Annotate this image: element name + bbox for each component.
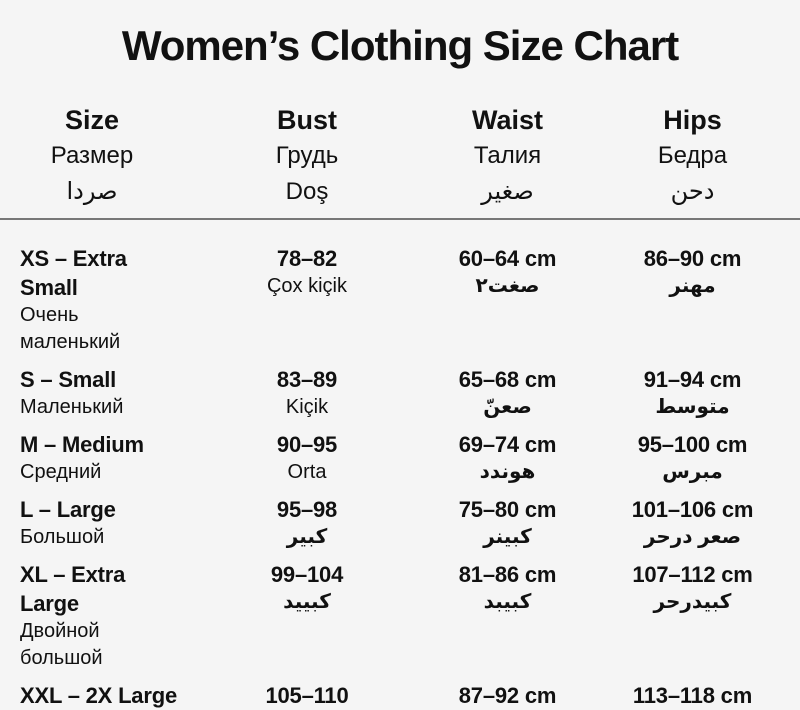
hips-sub: صعر درحر [643, 526, 742, 549]
header-bust-en: Bust [277, 105, 337, 136]
header-size-en: Size [64, 105, 120, 136]
size-cell: L – Large Большой [0, 495, 184, 551]
bust-sub: كبييد [283, 591, 331, 614]
size-cell: S – Small Маленький [0, 365, 184, 421]
table-row-l: L – Large Большой 95–98 كبير 75–80 cm كب… [0, 495, 800, 551]
waist-value: 60–64 cm [458, 246, 557, 272]
size-label: M – Medium [20, 432, 144, 458]
waist-value: 75–80 cm [458, 497, 557, 523]
hips-cell: 95–100 cm مبرس [585, 430, 800, 486]
header-waist-ru: Талия [473, 142, 542, 170]
bust-sub: كبير [286, 526, 328, 549]
waist-sub: كبينر [483, 526, 532, 549]
header-waist-en: Waist [471, 105, 543, 136]
hips-sub: كبيدرحر [653, 591, 732, 614]
bust-cell: 99–104 كبييد [184, 560, 430, 672]
size-label-ru: Двойной большой [20, 620, 103, 670]
table-row-s: S – Small Маленький 83–89 Kiçik 65–68 cm… [0, 365, 800, 421]
table-row-xxl: XXL – 2X Large 105–110 87–92 cm 113–118 … [0, 681, 800, 710]
waist-sub: هوندد [479, 461, 536, 484]
waist-cell: 60–64 cm صغت٢ [430, 244, 585, 356]
table-row-m: M – Medium Средний 90–95 Orta 69–74 cm ه… [0, 430, 800, 486]
bust-cell: 95–98 كبير [184, 495, 430, 551]
table-row-xs: XS – Extra Small Очень маленький 78–82 Ç… [0, 244, 800, 356]
header-col-bust: Bust Грудь Doş [184, 102, 430, 210]
waist-cell: 69–74 cm هوندد [430, 430, 585, 486]
waist-value: 87–92 cm [458, 683, 557, 709]
bust-value: 78–82 [276, 246, 338, 272]
bust-sub: Çox kiçik [266, 275, 347, 298]
bust-cell: 83–89 Kiçik [184, 365, 430, 421]
bust-value: 99–104 [270, 562, 344, 588]
table-row-xl: XL – Extra Large Двойной большой 99–104 … [0, 560, 800, 672]
bust-value: 90–95 [276, 432, 338, 458]
size-label-ru: Большой [20, 526, 105, 549]
table-body: XS – Extra Small Очень маленький 78–82 Ç… [0, 228, 800, 710]
hips-value: 113–118 cm [632, 683, 753, 709]
hips-sub: مهنر [669, 275, 716, 298]
header-col-size: Size Размер صردا [0, 102, 184, 210]
size-cell: M – Medium Средний [0, 430, 184, 486]
hips-value: 107–112 cm [632, 562, 753, 588]
size-chart-page: { "page": { "background_color": "#f5f5f5… [0, 22, 800, 708]
size-label-ru: Очень маленький [20, 304, 121, 354]
waist-sub: صعنّ [483, 396, 532, 419]
header-bust-ar: Doş [285, 178, 329, 206]
size-label-ru: Маленький [20, 396, 124, 419]
waist-value: 81–86 cm [458, 562, 557, 588]
size-cell: XXL – 2X Large [0, 681, 184, 710]
hips-value: 95–100 cm [637, 432, 748, 458]
size-label-ru: Средний [20, 461, 102, 484]
bust-sub: Kiçik [285, 396, 329, 419]
hips-cell: 86–90 cm مهنر [585, 244, 800, 356]
waist-sub: صغت٢ [475, 275, 540, 298]
hips-value: 101–106 cm [631, 497, 754, 523]
header-col-waist: Waist Талия صغير [430, 102, 585, 210]
size-cell: XL – Extra Large Двойной большой [0, 560, 184, 672]
header-waist-ar: صغير [481, 178, 534, 206]
header-size-ru: Размер [50, 142, 134, 170]
page-title: Women’s Clothing Size Chart [121, 22, 679, 69]
bust-value: 105–110 [265, 683, 349, 709]
size-label: S – Small [20, 367, 117, 393]
hips-cell: 107–112 cm كبيدرحر [585, 560, 800, 672]
size-cell: XS – Extra Small Очень маленький [0, 244, 184, 356]
hips-value: 91–94 cm [643, 367, 742, 393]
table-header: Size Размер صردا Bust Грудь Doş Waist Та… [0, 102, 800, 210]
hips-cell: 91–94 cm متوسط [585, 365, 800, 421]
header-size-ar: صردا [66, 178, 118, 206]
waist-value: 69–74 cm [458, 432, 557, 458]
header-hips-en: Hips [663, 105, 722, 136]
hips-value: 86–90 cm [643, 246, 742, 272]
header-col-hips: Hips Бедра دحن [585, 102, 800, 210]
size-label: XXL – 2X Large [20, 683, 177, 709]
bust-cell: 105–110 [184, 681, 430, 710]
bust-value: 83–89 [276, 367, 338, 393]
waist-cell: 81–86 cm كبيبد [430, 560, 585, 672]
waist-cell: 65–68 cm صعنّ [430, 365, 585, 421]
waist-value: 65–68 cm [458, 367, 557, 393]
hips-sub: مبرس [662, 461, 723, 484]
waist-cell: 75–80 cm كبينر [430, 495, 585, 551]
hips-cell: 101–106 cm صعر درحر [585, 495, 800, 551]
header-divider [0, 218, 800, 221]
hips-cell: 113–118 cm [585, 681, 800, 710]
bust-sub: Orta [287, 461, 327, 484]
header-hips-ru: Бедра [657, 142, 728, 170]
bust-value: 95–98 [276, 497, 338, 523]
waist-cell: 87–92 cm [430, 681, 585, 710]
header-bust-ru: Грудь [275, 142, 339, 170]
header-hips-ar: دحن [670, 178, 715, 206]
size-label: L – Large [20, 497, 116, 523]
bust-cell: 78–82 Çox kiçik [184, 244, 430, 356]
hips-sub: متوسط [655, 396, 730, 419]
size-label: XL – Extra Large [20, 562, 126, 617]
waist-sub: كبيبد [483, 591, 532, 614]
bust-cell: 90–95 Orta [184, 430, 430, 486]
size-label: XS – Extra Small [20, 246, 127, 301]
